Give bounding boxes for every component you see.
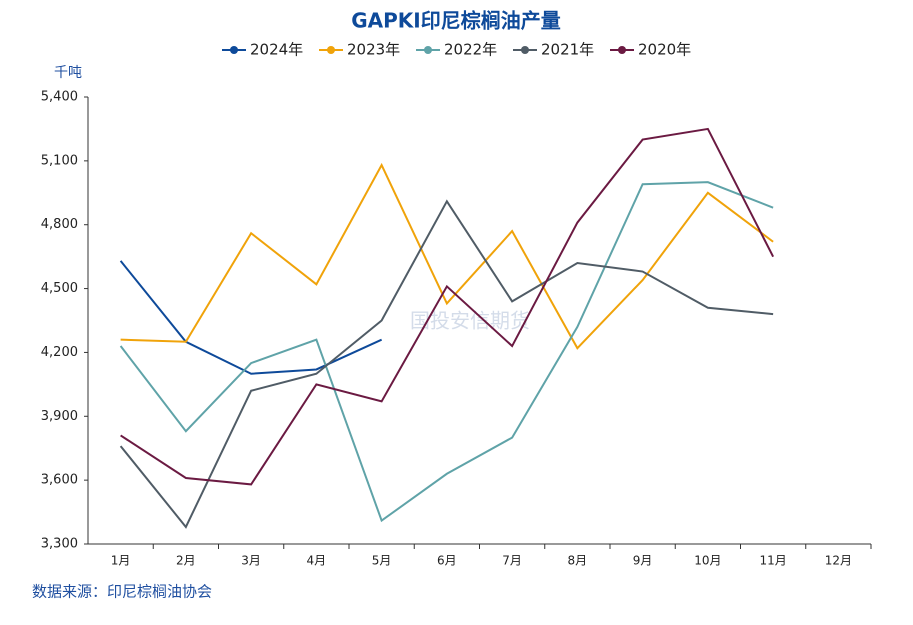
- legend-marker: [521, 46, 529, 54]
- y-unit: 千吨: [54, 65, 82, 81]
- series-line: [120, 127, 775, 486]
- x-tick-label: 11月: [759, 554, 786, 568]
- watermark: 国投安信期货: [410, 309, 530, 333]
- legend-label: 2022年: [444, 41, 497, 59]
- x-tick-label: 3月: [241, 554, 261, 568]
- x-tick-label: 12月: [825, 554, 852, 568]
- legend-label: 2023年: [347, 41, 400, 59]
- y-tick-label: 3,600: [41, 473, 78, 488]
- y-tick-label: 4,800: [41, 217, 78, 232]
- x-tick-label: 8月: [568, 554, 588, 568]
- legend-label: 2024年: [250, 41, 303, 59]
- x-tick-label: 6月: [437, 554, 457, 568]
- y-tick-label: 5,400: [41, 90, 78, 105]
- series-line: [119, 199, 774, 529]
- legend-label: 2020年: [638, 41, 691, 59]
- y-tick-label: 5,100: [41, 153, 78, 168]
- series-line: [120, 162, 774, 350]
- chart-title: GAPKI印尼棕榈油产量: [351, 9, 561, 33]
- y-tick-label: 4,500: [41, 281, 78, 296]
- x-tick-label: 10月: [694, 554, 721, 568]
- x-tick-label: 1月: [111, 554, 131, 568]
- legend-marker: [424, 46, 432, 54]
- legend-marker: [618, 46, 626, 54]
- x-tick-label: 7月: [502, 554, 522, 568]
- y-tick-label: 3,900: [41, 409, 78, 424]
- x-tick-label: 5月: [372, 554, 392, 568]
- source: 数据来源：印尼棕榈油协会: [32, 583, 212, 601]
- x-tick-label: 9月: [633, 554, 653, 568]
- y-tick-label: 4,200: [41, 345, 78, 360]
- legend-marker: [327, 46, 335, 54]
- x-tick-label: 2月: [176, 554, 196, 568]
- legend-marker: [230, 46, 238, 54]
- y-tick-label: 3,300: [41, 537, 78, 552]
- series-line: [119, 181, 774, 523]
- legend-label: 2021年: [541, 41, 594, 59]
- series-line: [119, 260, 383, 375]
- x-tick-label: 4月: [307, 554, 327, 568]
